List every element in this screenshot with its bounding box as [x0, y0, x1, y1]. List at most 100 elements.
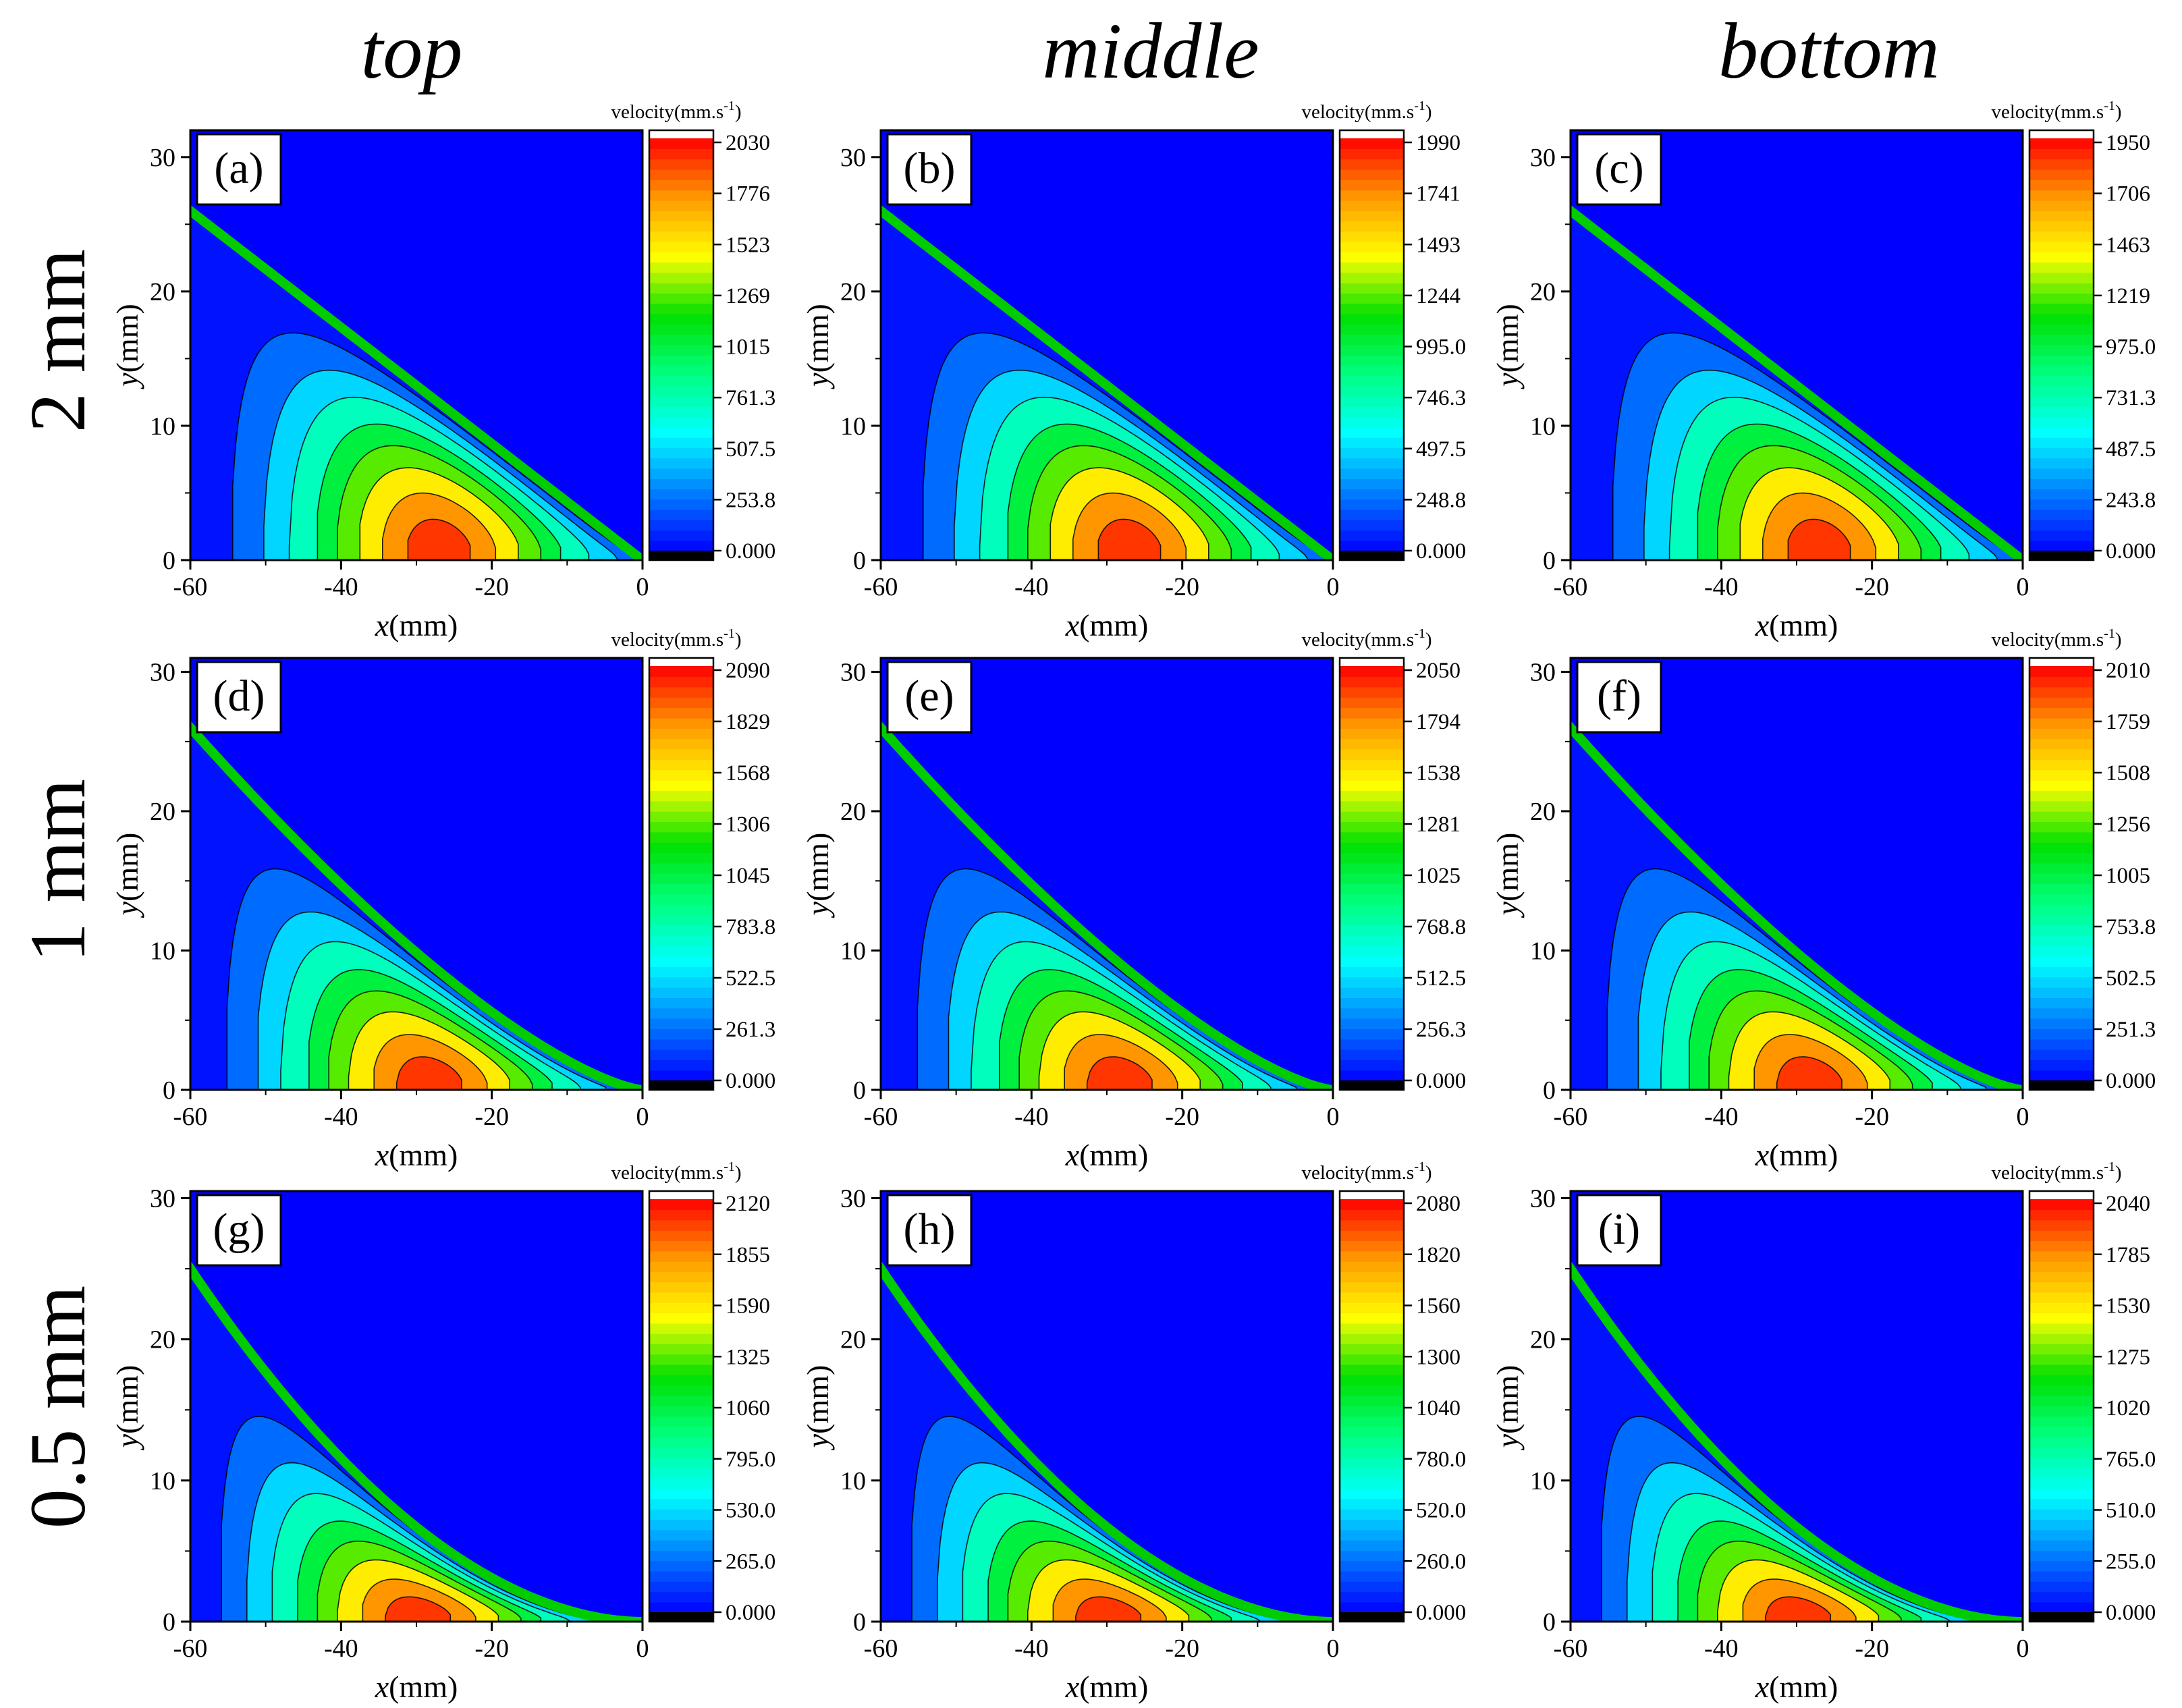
- colorbar-segment: [1340, 1447, 1404, 1458]
- colorbar-segment: [1340, 925, 1404, 936]
- colorbar-segment: [2029, 272, 2094, 283]
- colorbar-frame: [2028, 657, 2095, 1091]
- colorbar-segment: [649, 748, 713, 760]
- colorbar-segment: [2029, 738, 2094, 750]
- colorbar-segment: [2029, 769, 2094, 781]
- contour-band-8: [396, 1056, 462, 1090]
- colorbar-tick-label: 995.0: [1416, 335, 1466, 360]
- colorbar-segment: [649, 313, 713, 325]
- colorbar-segment: [2029, 914, 2094, 926]
- y-tick-label: 30: [150, 1184, 175, 1213]
- colorbar-over: [649, 658, 713, 666]
- colorbar-title: velocity(mm.s-1): [611, 626, 741, 651]
- colorbar-segment: [2029, 159, 2094, 170]
- panel-label-box: [886, 133, 973, 206]
- colorbar-tick-label: 1269: [726, 284, 770, 308]
- colorbar-segment: [2029, 375, 2094, 387]
- colorbar-segment: [1340, 976, 1404, 988]
- colorbar-segment: [2029, 540, 2094, 551]
- colorbar-segment: [1340, 945, 1404, 957]
- y-axis-title: y(mm): [110, 304, 144, 389]
- colorbar-tick-label: 255.0: [2106, 1549, 2156, 1574]
- colorbar-segment: [2029, 1292, 2094, 1303]
- y-tick-label: 20: [1530, 278, 1556, 306]
- colorbar-tick-label: 507.5: [726, 437, 775, 462]
- colorbar-segment: [1340, 842, 1404, 854]
- colorbar-segment: [649, 1570, 713, 1582]
- colorbar-tick-label: 1538: [1416, 761, 1461, 786]
- colorbar-tick-label: 2010: [2106, 659, 2150, 683]
- colorbar-segment: [2029, 148, 2094, 160]
- colorbar-segment: [2029, 697, 2094, 709]
- colorbar-segment: [649, 966, 713, 978]
- colorbar-segment: [2029, 1560, 2094, 1572]
- colorbar-segment: [2029, 1209, 2094, 1221]
- colorbar-tick-label: 780.0: [1416, 1448, 1466, 1472]
- y-tick-label: 10: [840, 937, 866, 966]
- colorbar-segment: [649, 344, 713, 356]
- colorbar-segment: [1340, 1018, 1404, 1030]
- colorbar-segment: [2029, 437, 2094, 449]
- colorbar-segment: [649, 426, 713, 438]
- colorbar-segment: [2029, 676, 2094, 688]
- column-header-top: top: [361, 7, 463, 95]
- colorbar: 0.000 243.8 487.5 731.3 975.0 1219 1463 1706 195…: [1991, 99, 2156, 563]
- colorbar-segment: [1340, 1498, 1404, 1510]
- colorbar-tick-label: 1530: [2106, 1294, 2150, 1319]
- colorbar-segment: [2029, 180, 2094, 191]
- colorbar-segment: [1340, 1560, 1404, 1572]
- colorbar-segment: [1340, 893, 1404, 905]
- colorbar-segment: [1340, 426, 1404, 438]
- colorbar-segment: [649, 997, 713, 1009]
- colorbar-segment: [649, 478, 713, 490]
- panel-h: -60 -40 -20 0 0 10 20 30 x(mm) y(mm) (h) 0.000 260.0…: [800, 1159, 1466, 1704]
- colorbar-segment: [649, 1426, 713, 1437]
- colorbar-segment: [1340, 221, 1404, 232]
- colorbar-over: [2029, 1191, 2094, 1199]
- colorbar-segment: [1340, 159, 1404, 170]
- colorbar-segment: [649, 1529, 713, 1541]
- colorbar-segment: [2029, 1509, 2094, 1520]
- colorbar-segment: [2029, 810, 2094, 823]
- panel-label-box: [886, 1194, 973, 1267]
- colorbar-segment: [649, 540, 713, 551]
- column-header-bottom: bottom: [1718, 7, 1940, 95]
- front-rim: [881, 1260, 1333, 1622]
- colorbar-segment: [649, 1230, 713, 1241]
- colorbar-segment: [649, 697, 713, 709]
- x-tick-label: -40: [1704, 1103, 1739, 1131]
- colorbar-tick-label: 0.000: [2106, 539, 2156, 563]
- colorbar-segment: [2029, 252, 2094, 263]
- colorbar-segment: [649, 210, 713, 221]
- colorbar-segment: [649, 1385, 713, 1396]
- colorbar-segment: [649, 1008, 713, 1019]
- colorbar-segment: [649, 231, 713, 242]
- colorbar-segment: [649, 499, 713, 510]
- colorbar-tick-label: 260.0: [1416, 1549, 1466, 1574]
- colorbar-tick-label: 1275: [2106, 1345, 2150, 1369]
- colorbar-segment: [1340, 728, 1404, 740]
- colorbar-segment: [649, 1581, 713, 1593]
- colorbar-segment: [2029, 1570, 2094, 1582]
- colorbar-under: [649, 1612, 713, 1622]
- colorbar-tick-label: 2050: [1416, 659, 1461, 683]
- colorbar-segment: [1340, 1406, 1404, 1417]
- colorbar-segment: [1340, 748, 1404, 760]
- colorbar-segment: [2029, 1457, 2094, 1468]
- y-tick-label: 0: [853, 1076, 866, 1105]
- colorbar-segment: [649, 852, 713, 864]
- colorbar-segment: [2029, 1028, 2094, 1040]
- x-tick-label: -40: [1014, 573, 1049, 601]
- colorbar-segment: [2029, 334, 2094, 346]
- colorbar-segment: [649, 221, 713, 232]
- colorbar-segment: [649, 1059, 713, 1071]
- colorbar-segment: [2029, 1271, 2094, 1283]
- panel-label-box: [196, 661, 282, 734]
- colorbar-segment: [2029, 478, 2094, 490]
- colorbar-segment: [1340, 138, 1404, 150]
- colorbar-segment: [1340, 293, 1404, 304]
- x-tick-label: -40: [324, 573, 358, 601]
- colorbar-segment: [649, 1199, 713, 1211]
- colorbar-segment: [1340, 241, 1404, 252]
- colorbar-under: [2029, 551, 2094, 560]
